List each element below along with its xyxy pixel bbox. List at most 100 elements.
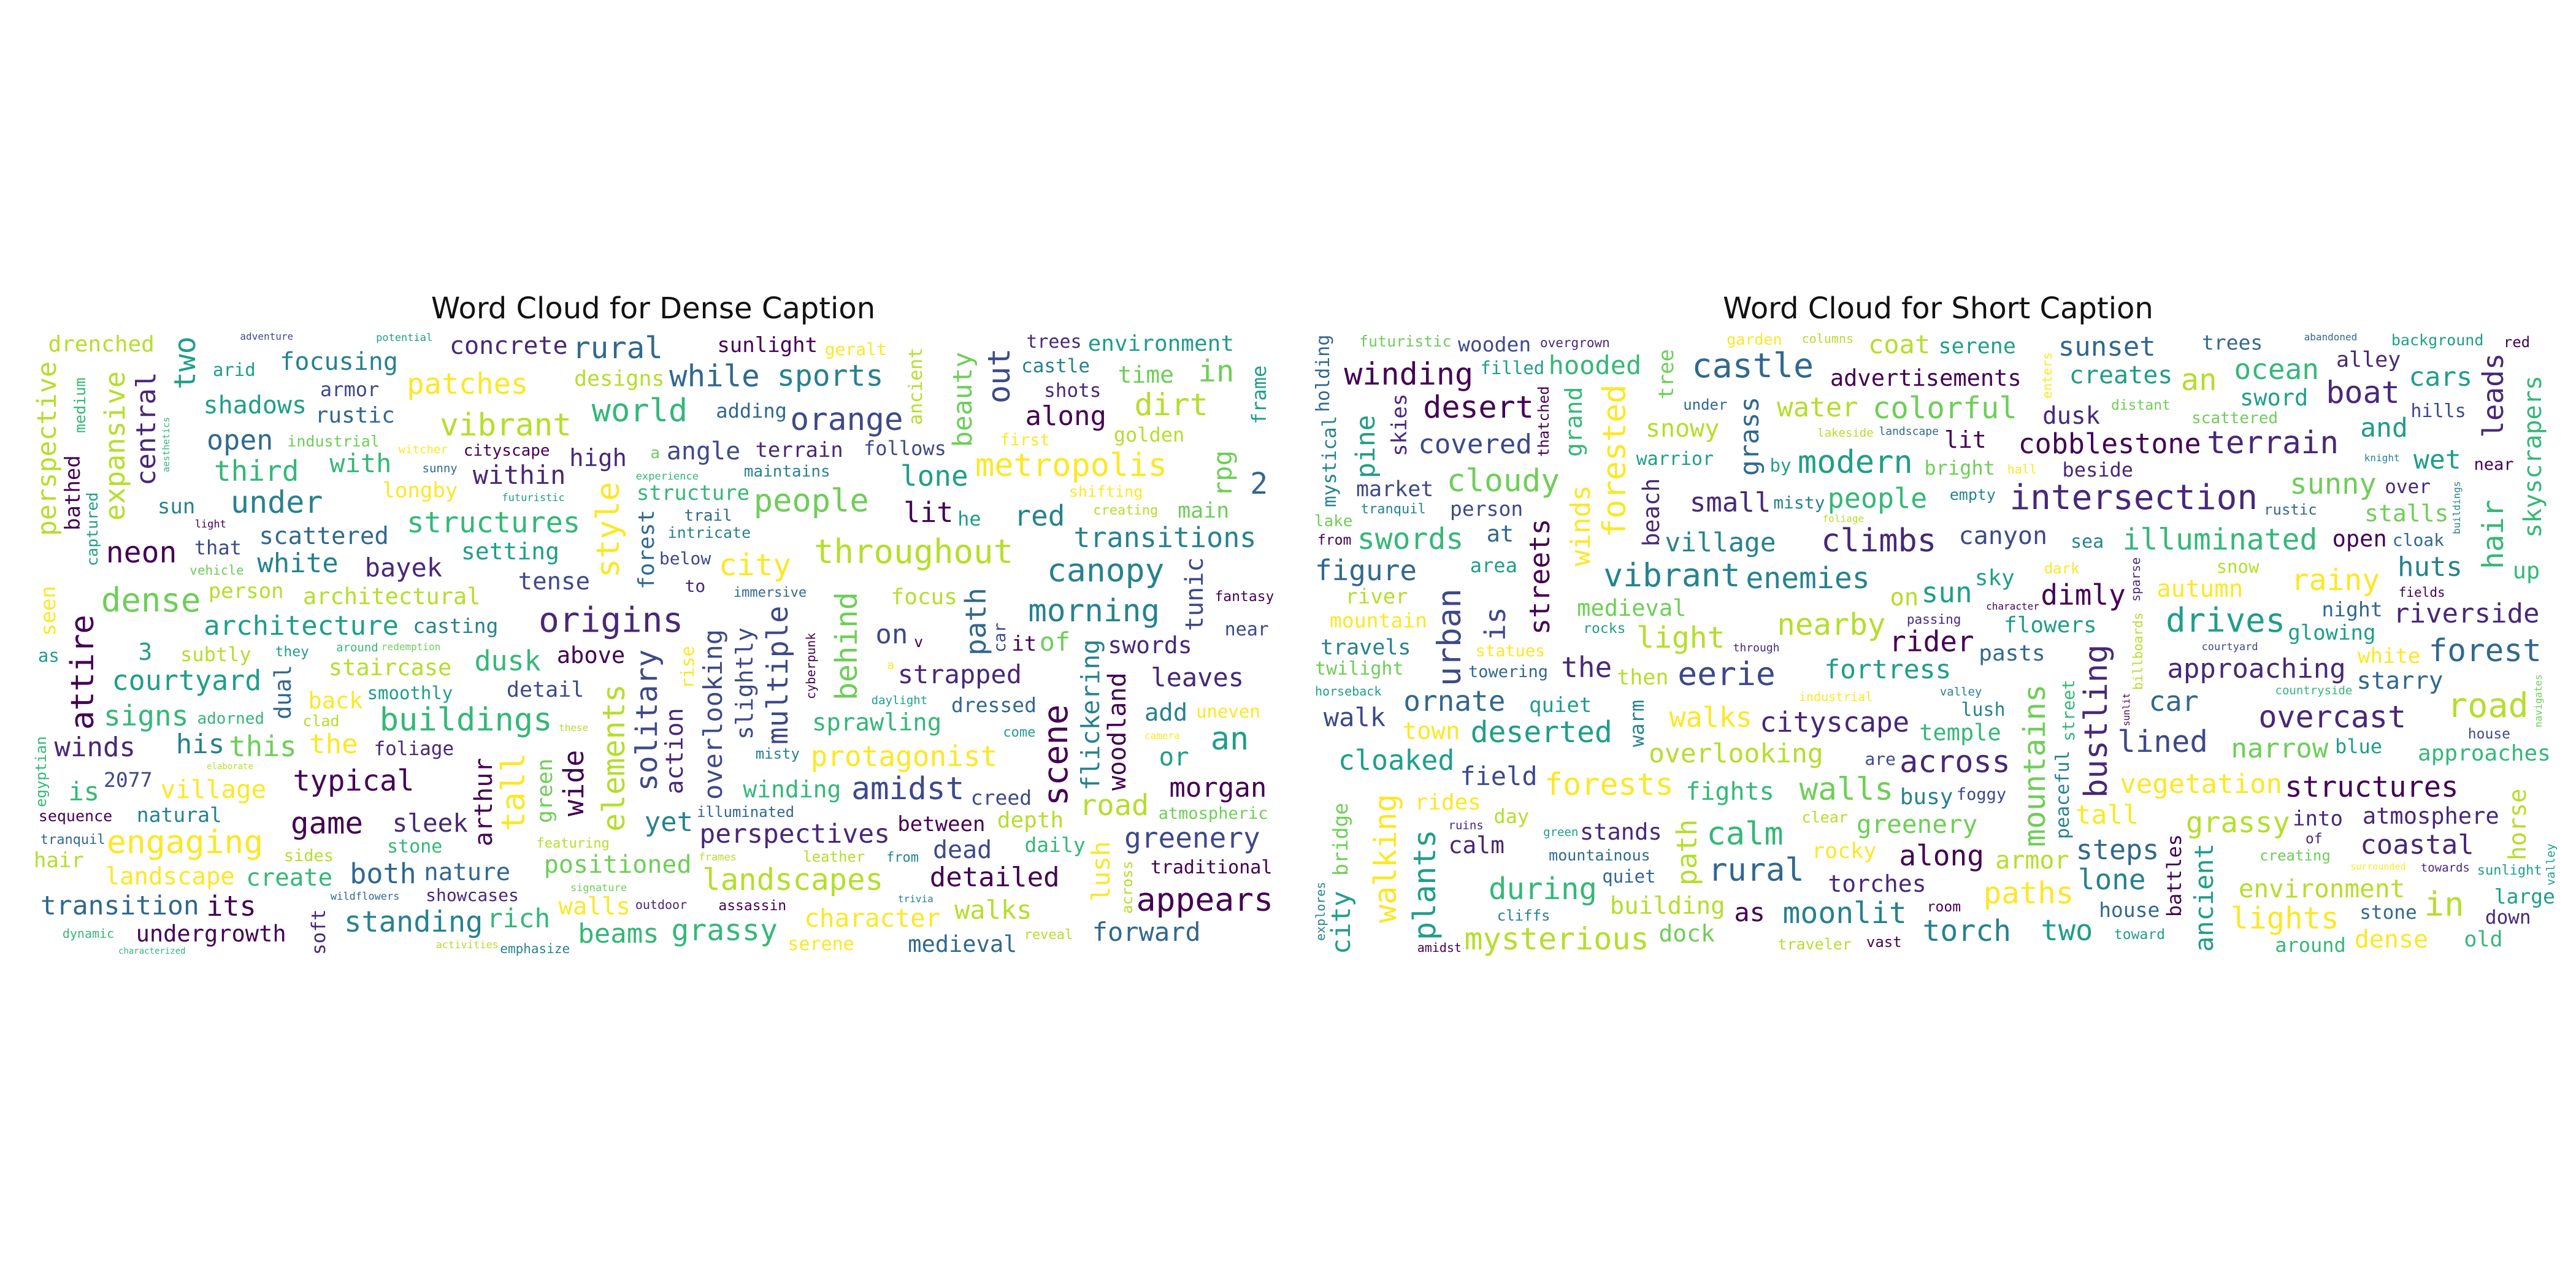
cloud-word: buildings [2450,481,2463,535]
cloud-word: clad [302,711,340,730]
cloud-word: metropolis [975,447,1168,485]
cloud-word: above [556,642,626,669]
cloud-word: structure [636,481,750,506]
cloud-word: day [1493,805,1530,829]
cloud-word: lights [2230,900,2339,936]
cloud-word: bustling [2077,645,2115,799]
cloud-word: angle [666,437,741,466]
cloud-word: at [1486,521,1514,548]
cloud-word: along [1025,400,1106,432]
cloud-word: winds [54,732,136,764]
cloud-word: twilight [1315,658,1404,680]
cloud-word: filled [1480,358,1545,379]
cloud-word: under [230,484,323,520]
cloud-word: green [533,758,558,823]
cloud-word: futuristic [502,492,565,505]
cloud-word: green [1543,825,1579,839]
cloud-word: creates [2069,361,2173,389]
cloud-word: colorful [1872,391,2017,426]
cloud-word: buildings [379,701,553,738]
cloud-word: approaches [2418,740,2551,766]
cloud-word: car [2149,685,2199,718]
cloud-word: overgrown [1539,335,1610,350]
cloud-word: appears [1136,881,1274,919]
cloud-word: overlooking [698,629,729,800]
cloud-word: both [350,857,416,890]
cloud-word: attire [64,615,102,730]
cloud-word: old [2464,927,2503,952]
cloud-word: canyon [1958,522,2048,551]
cloud-word: flickering [1075,639,1105,791]
cloud-word: overcast [2258,699,2407,735]
cloud-word: sleek [392,808,469,838]
cloud-word: hair [33,848,84,873]
cloud-word: perspectives [699,818,890,849]
cloud-word: winding [1344,356,1474,392]
cloud-word: streets [1523,518,1556,635]
cloud-word: scattered [2191,409,2279,428]
cloud-word: sequence [38,807,113,825]
cloud-word: trees [2201,331,2263,355]
cloud-word: traditional [1150,856,1273,878]
cloud-word: in [2424,885,2464,924]
cloud-word: snowy [1645,414,1720,443]
cloud-word: an [2180,362,2217,397]
cloud-word: longby [382,478,458,503]
cloud-word: desert [1423,389,1534,425]
cloud-word: creating [1093,503,1159,519]
cloud-word: rise [677,646,698,689]
cloud-word: castle [1692,345,1814,385]
cloud-word: redemption [381,640,441,653]
cloud-word: they [275,643,309,660]
cloud-word: cloudy [1446,463,1560,500]
cloud-word: forested [1597,384,1634,538]
cloud-word: medieval [908,930,1018,957]
cloud-word: strapped [897,659,1022,690]
cloud-word: cityscape [1760,706,1910,739]
cloud-word: first [1000,431,1050,450]
cloud-word: alley [2336,347,2401,372]
cloud-word: person [208,579,284,604]
cloud-word: down [2485,906,2531,929]
cloud-word: tranquil [1360,502,1426,518]
cloud-word: rustic [315,403,395,429]
cloud-word: shots [1044,380,1102,402]
cloud-word: dense [2354,925,2429,954]
cloud-word: street [2058,679,2079,742]
cloud-word: steps [2076,834,2160,867]
cloud-word: morgan [1169,772,1267,803]
cloud-word: architectural [302,583,481,610]
cloud-word: leather [803,848,865,865]
cloud-word: open [2332,525,2387,552]
cloud-word: fantasy [1214,588,1275,605]
cloud-word: sports [776,358,884,393]
cloud-word: multiple [761,605,795,745]
cloud-word: lush [1086,841,1116,902]
cloud-word: maintains [743,462,830,481]
cloud-word: columns [1801,331,1853,347]
cloud-word: elaborate [207,762,253,772]
cloud-word: on [875,619,908,651]
cloud-word: path [1671,819,1704,886]
cloud-word: horseback [1315,683,1382,699]
cloud-word: come [1003,725,1036,741]
cloud-word: courtyard [112,664,262,697]
cloud-word: shadows [203,391,307,420]
cloud-word: cobblestone [2018,427,2201,460]
cloud-word: creed [970,785,1032,810]
cloud-word: as [1734,897,1765,928]
cloud-word: wide [557,749,590,816]
cloud-word: valley [1939,685,1982,699]
cloud-word: signature [570,882,627,895]
cloud-word: are [1865,748,1896,769]
cloud-word: transitions [1073,521,1257,554]
cloud-word: and [2360,412,2408,443]
cloud-word: setting [461,537,559,565]
cloud-word: eerie [1677,655,1776,693]
cloud-word: pasts [1979,640,2045,666]
cloud-word: walks [954,895,1032,926]
cloud-word: sun [157,494,196,519]
cloud-word: canopy [1047,551,1165,589]
cloud-word: from [1317,532,1352,549]
cloud-word: peaceful [2052,750,2074,840]
